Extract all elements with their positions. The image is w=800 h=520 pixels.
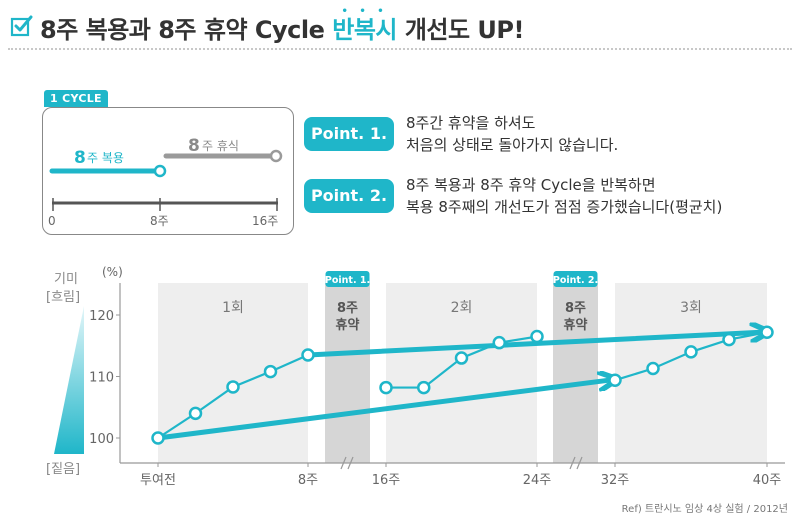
point2-line1: 8주 복용과 8주 휴약 Cycle을 반복하면 — [406, 176, 656, 194]
title-highlight: • • • 반복시 — [332, 6, 397, 44]
phase-badge-bg-3 — [553, 271, 598, 287]
axis-break-b-1 — [576, 456, 583, 470]
title-suffix: 개선도 UP! — [396, 16, 525, 44]
intensity-gradient — [54, 306, 84, 454]
y-tick-label-2: 120 — [89, 309, 114, 324]
series-1-point-1 — [417, 380, 431, 395]
x-tick-label-0: 투여전 — [140, 473, 176, 488]
rest-label: 주 휴식 — [202, 139, 239, 153]
phase-band-3 — [553, 283, 598, 463]
dotted-divider — [8, 48, 792, 50]
series-0-point-3 — [263, 364, 278, 379]
axis-break-a-0 — [340, 456, 347, 470]
phase-label-3-0: 8주 — [565, 301, 586, 316]
series-1-point-3 — [492, 335, 506, 350]
highlight-dots: • • • — [341, 6, 388, 17]
cycle-box — [42, 107, 294, 235]
dose-num: 8 — [74, 148, 86, 168]
axis-break-a-1 — [569, 456, 576, 470]
phase-label-3-1: 휴약 — [564, 317, 588, 333]
x-tick-label-4: 32주 — [601, 473, 630, 488]
legend-top-line1: 기미 — [54, 272, 78, 287]
series-2-point-2 — [684, 345, 698, 359]
page-title: 8주 복용과 8주 휴약 Cycle • • • 반복시 개선도 UP! — [40, 6, 525, 45]
phase-label-2: 2회 — [451, 300, 473, 316]
phase-band-2 — [386, 283, 537, 463]
cycle-tick-label-0: 0 — [48, 214, 56, 228]
phase-label-4: 3회 — [680, 300, 702, 316]
point2-line2: 복용 8주째의 개선도가 점점 증가했습니다(평균치) — [406, 198, 723, 216]
dose-end-marker — [153, 164, 167, 178]
series-2-point-4 — [760, 325, 774, 339]
cycle-diagram: 8 주 복용 8 주 휴식 0 8주 16주 — [48, 136, 283, 228]
phase-badge-3: Point. 2. — [553, 275, 598, 286]
series-0-point-0 — [151, 431, 165, 445]
trend-arrow-1 — [155, 380, 609, 441]
y-tick-label-0: 100 — [89, 432, 114, 447]
axis-break-b-0 — [347, 456, 354, 470]
x-tick-label-3: 24주 — [523, 473, 552, 488]
phase-badge-1: Point. 1. — [325, 275, 370, 286]
x-tick-label-5: 40주 — [753, 473, 782, 488]
rest-num: 8 — [188, 136, 200, 156]
checkbox-icon — [10, 15, 33, 37]
phase-label-0: 1회 — [222, 300, 244, 316]
point1-badge: Point. 1. — [304, 117, 394, 151]
point1-line1: 8주간 휴약을 하셔도 — [406, 114, 536, 132]
title-bar: 8주 복용과 8주 휴약 Cycle • • • 반복시 개선도 UP! — [8, 4, 792, 48]
trend-arrow-0 — [305, 332, 761, 358]
phase-badge-bg-1 — [325, 271, 370, 287]
y-unit: (%) — [102, 265, 123, 279]
cycle-tick-label-8: 8주 — [150, 214, 169, 228]
cycle-tick-label-16: 16주 — [252, 214, 278, 228]
point1-text: 8주간 휴약을 하셔도 처음의 상태로 돌아가지 않습니다. — [406, 112, 618, 156]
phase-label-1-1: 휴약 — [336, 317, 360, 333]
point2-badge: Point. 2. — [304, 179, 394, 213]
series-1-point-4 — [530, 329, 544, 344]
rest-end-marker — [269, 149, 283, 163]
title-prefix: 8주 복용과 8주 휴약 Cycle — [40, 16, 333, 44]
series-0-point-1 — [188, 406, 203, 421]
y-tick-label-1: 110 — [89, 371, 114, 386]
phase-label-1-0: 8주 — [337, 301, 358, 316]
cycle-tag: 1 CYCLE — [44, 90, 108, 107]
legend-bottom: [짙음] — [46, 462, 81, 477]
series-0-point-4 — [301, 348, 315, 362]
series-1-point-2 — [454, 351, 469, 365]
x-tick-label-1: 8주 — [298, 473, 318, 488]
series-2-point-3 — [722, 332, 736, 347]
x-tick-label-2: 16주 — [372, 473, 401, 488]
series-0-point-2 — [226, 380, 240, 394]
dose-label: 주 복용 — [87, 151, 124, 165]
phase-band-1 — [325, 283, 370, 463]
title-highlight-text: 반복시 — [332, 16, 397, 44]
series-2-point-0 — [608, 373, 622, 387]
series-2-point-1 — [646, 361, 660, 376]
legend-top-line2: [흐림] — [46, 290, 81, 305]
point2-text: 8주 복용과 8주 휴약 Cycle을 반복하면 복용 8주째의 개선도가 점점… — [406, 174, 722, 218]
series-1-point-0 — [379, 380, 393, 395]
source-note: Ref) 트란시노 임상 4상 실험 / 2012년 — [621, 504, 788, 515]
point1-line2: 처음의 상태로 돌아가지 않습니다. — [406, 136, 619, 154]
